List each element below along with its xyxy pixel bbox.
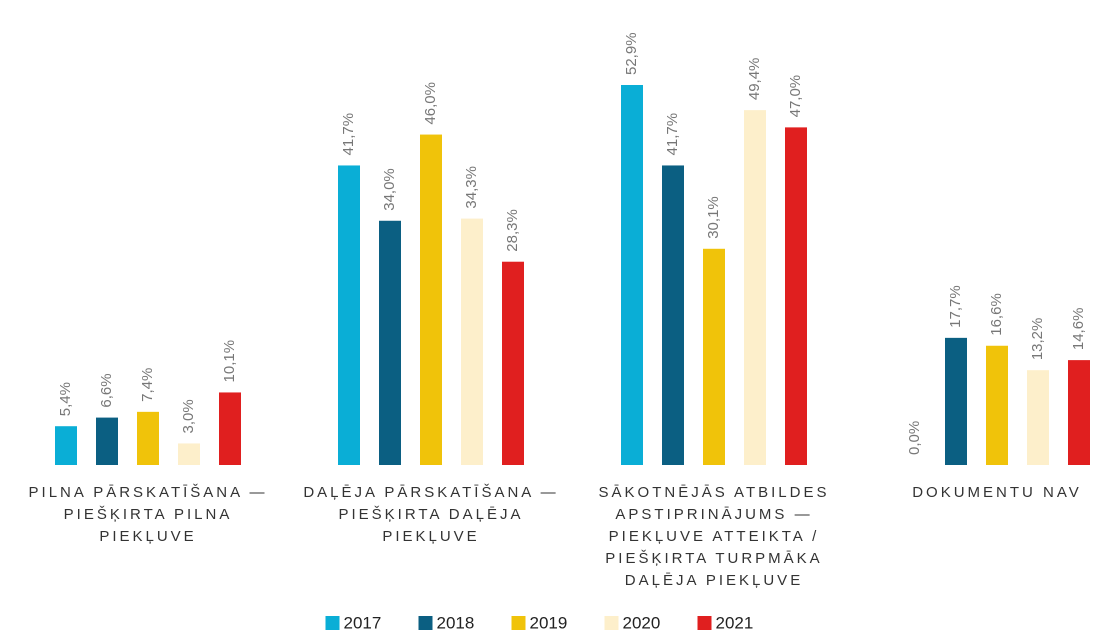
- category-label: DOKUMENTU NAV: [912, 484, 1082, 501]
- legend-swatch: [604, 616, 619, 630]
- value-label: 49,4%: [746, 58, 763, 101]
- bar: [945, 337, 967, 465]
- bar: [219, 392, 241, 465]
- category-label: SĀKOTNĒJĀS ATBILDES APSTIPRINĀJUMS — PIE…: [598, 484, 830, 589]
- value-label: 41,7%: [664, 113, 681, 156]
- value-label: 34,3%: [463, 166, 480, 209]
- value-label: 30,1%: [705, 196, 722, 239]
- value-label: 3,0%: [180, 399, 197, 433]
- value-label: 6,6%: [98, 373, 115, 407]
- category-label: DAĻĒJA PĀRSKATĪŠANA — PIEŠĶIRTA DAĻĒJA P…: [303, 484, 559, 545]
- bar: [785, 127, 807, 465]
- legend-swatch: [697, 616, 712, 630]
- bar: [379, 220, 401, 465]
- legend-label: 2021: [716, 613, 754, 632]
- legend-label: 2019: [530, 613, 568, 632]
- value-label: 52,9%: [623, 32, 640, 75]
- legend-swatch: [511, 616, 526, 630]
- value-label: 14,6%: [1070, 308, 1087, 351]
- value-label: 47,0%: [787, 75, 804, 118]
- value-label: 7,4%: [139, 368, 156, 402]
- bar: [1027, 370, 1049, 465]
- bar: [338, 165, 360, 465]
- value-label: 34,0%: [381, 168, 398, 211]
- bar: [461, 218, 483, 465]
- value-label: 0,0%: [906, 421, 923, 455]
- bar: [621, 85, 643, 466]
- legend-swatch: [325, 616, 340, 630]
- value-label: 28,3%: [504, 209, 521, 252]
- bar: [986, 345, 1008, 465]
- value-label: 16,6%: [988, 293, 1005, 336]
- value-label: 46,0%: [422, 82, 439, 125]
- bar: [662, 165, 684, 465]
- legend-label: 2020: [623, 613, 661, 632]
- value-label: 10,1%: [221, 340, 238, 383]
- bar: [96, 417, 118, 465]
- bar: [178, 443, 200, 465]
- value-label: 17,7%: [947, 285, 964, 328]
- legend-label: 2018: [437, 613, 475, 632]
- bar: [420, 134, 442, 466]
- category-label: PILNA PĀRSKATĪŠANA — PIEŠĶIRTA PILNA PIE…: [28, 484, 268, 545]
- bar: [1068, 360, 1090, 465]
- legend-swatch: [418, 616, 433, 630]
- bar: [744, 110, 766, 465]
- bar: [502, 261, 524, 465]
- legend-label: 2017: [344, 613, 382, 632]
- value-label: 5,4%: [57, 382, 74, 416]
- value-label: 13,2%: [1029, 318, 1046, 361]
- bar: [55, 426, 77, 465]
- bar: [703, 248, 725, 465]
- value-label: 41,7%: [340, 113, 357, 156]
- bar: [137, 411, 159, 465]
